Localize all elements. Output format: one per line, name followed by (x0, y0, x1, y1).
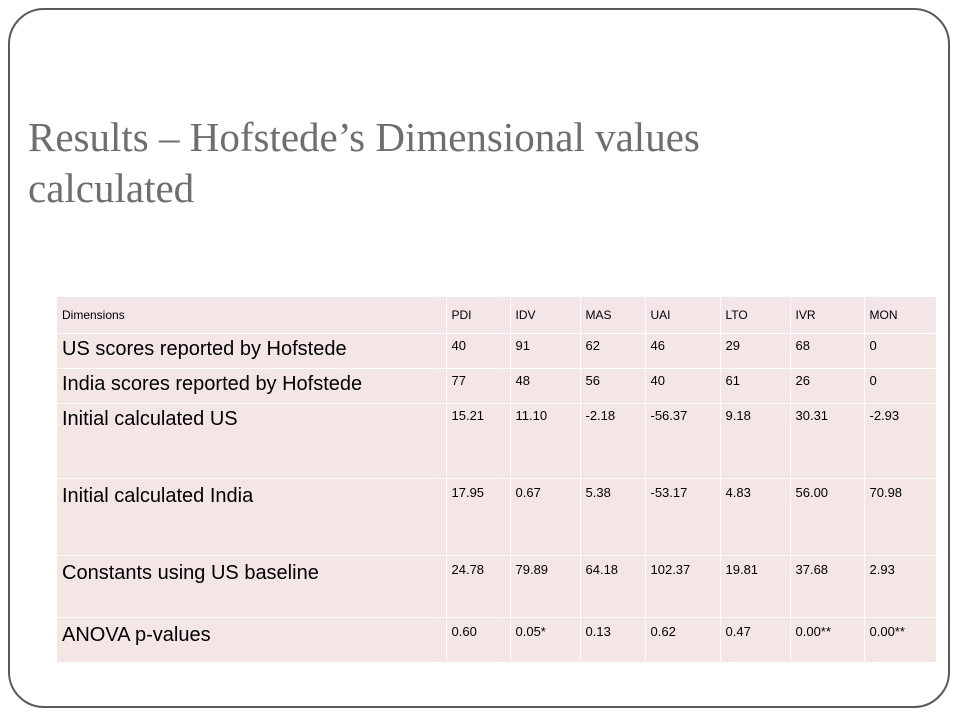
table-cell: -53.17 (645, 478, 721, 556)
table-cell: 102.37 (645, 555, 721, 618)
table-cell: 2.93 (864, 555, 937, 618)
table-cell: 61 (720, 368, 791, 404)
table-cell: 40 (645, 368, 721, 404)
table-cell: 62 (580, 333, 646, 369)
table-row: Initial calculated India 17.95 0.67 5.38… (57, 478, 937, 556)
column-header: MAS (580, 297, 646, 334)
column-header: UAI (645, 297, 721, 334)
table-cell: 48 (510, 368, 581, 404)
table-cell: 0 (864, 368, 937, 404)
table-cell: 19.81 (720, 555, 791, 618)
table-cell: -56.37 (645, 403, 721, 479)
row-label: ANOVA p-values (57, 617, 447, 663)
column-header: IDV (510, 297, 581, 334)
table-cell: 30.31 (790, 403, 865, 479)
table-cell: 64.18 (580, 555, 646, 618)
table-cell: 0.62 (645, 617, 721, 663)
table-cell: 46 (645, 333, 721, 369)
table-cell: 24.78 (446, 555, 511, 618)
table-cell: 56 (580, 368, 646, 404)
table-cell: 0.00** (790, 617, 865, 663)
column-header: LTO (720, 297, 791, 334)
table-cell: 5.38 (580, 478, 646, 556)
table-cell: -2.18 (580, 403, 646, 479)
row-label: Constants using US baseline (57, 555, 447, 618)
table-row: India scores reported by Hofstede 77 48 … (57, 368, 937, 404)
table-cell: 11.10 (510, 403, 581, 479)
table-cell: 0.60 (446, 617, 511, 663)
table-cell: 68 (790, 333, 865, 369)
table-cell: 56.00 (790, 478, 865, 556)
row-label: Initial calculated US (57, 403, 447, 479)
slide-title: Results – Hofstede’s Dimensional values … (28, 112, 908, 214)
table-cell: 0 (864, 333, 937, 369)
row-label: US scores reported by Hofstede (57, 333, 447, 369)
row-label: India scores reported by Hofstede (57, 368, 447, 404)
slide-title-line2: calculated (28, 165, 195, 211)
table-header-row: Dimensions PDI IDV MAS UAI LTO IVR MON (57, 297, 937, 334)
table-cell: 91 (510, 333, 581, 369)
table-cell: 0.00** (864, 617, 937, 663)
column-header: MON (864, 297, 937, 334)
table-cell: 4.83 (720, 478, 791, 556)
table-cell: 40 (446, 333, 511, 369)
table-cell: 0.05* (510, 617, 581, 663)
dimensions-table: Dimensions PDI IDV MAS UAI LTO IVR MON U… (57, 297, 937, 663)
table-cell: 29 (720, 333, 791, 369)
table-cell: -2.93 (864, 403, 937, 479)
table-cell: 15.21 (446, 403, 511, 479)
table-row: ANOVA p-values 0.60 0.05* 0.13 0.62 0.47… (57, 617, 937, 663)
table-cell: 0.13 (580, 617, 646, 663)
column-header: IVR (790, 297, 865, 334)
table-cell: 79.89 (510, 555, 581, 618)
table-cell: 37.68 (790, 555, 865, 618)
table-row: US scores reported by Hofstede 40 91 62 … (57, 333, 937, 369)
table-cell: 9.18 (720, 403, 791, 479)
table-cell: 26 (790, 368, 865, 404)
column-header: PDI (446, 297, 511, 334)
column-header: Dimensions (57, 297, 447, 334)
table-cell: 0.47 (720, 617, 791, 663)
table-cell: 70.98 (864, 478, 937, 556)
table-cell: 77 (446, 368, 511, 404)
table-cell: 0.67 (510, 478, 581, 556)
table-cell: 17.95 (446, 478, 511, 556)
table-row: Constants using US baseline 24.78 79.89 … (57, 555, 937, 618)
row-label: Initial calculated India (57, 478, 447, 556)
slide-title-line1: Results – Hofstede’s Dimensional values (28, 114, 700, 160)
table-row: Initial calculated US 15.21 11.10 -2.18 … (57, 403, 937, 479)
